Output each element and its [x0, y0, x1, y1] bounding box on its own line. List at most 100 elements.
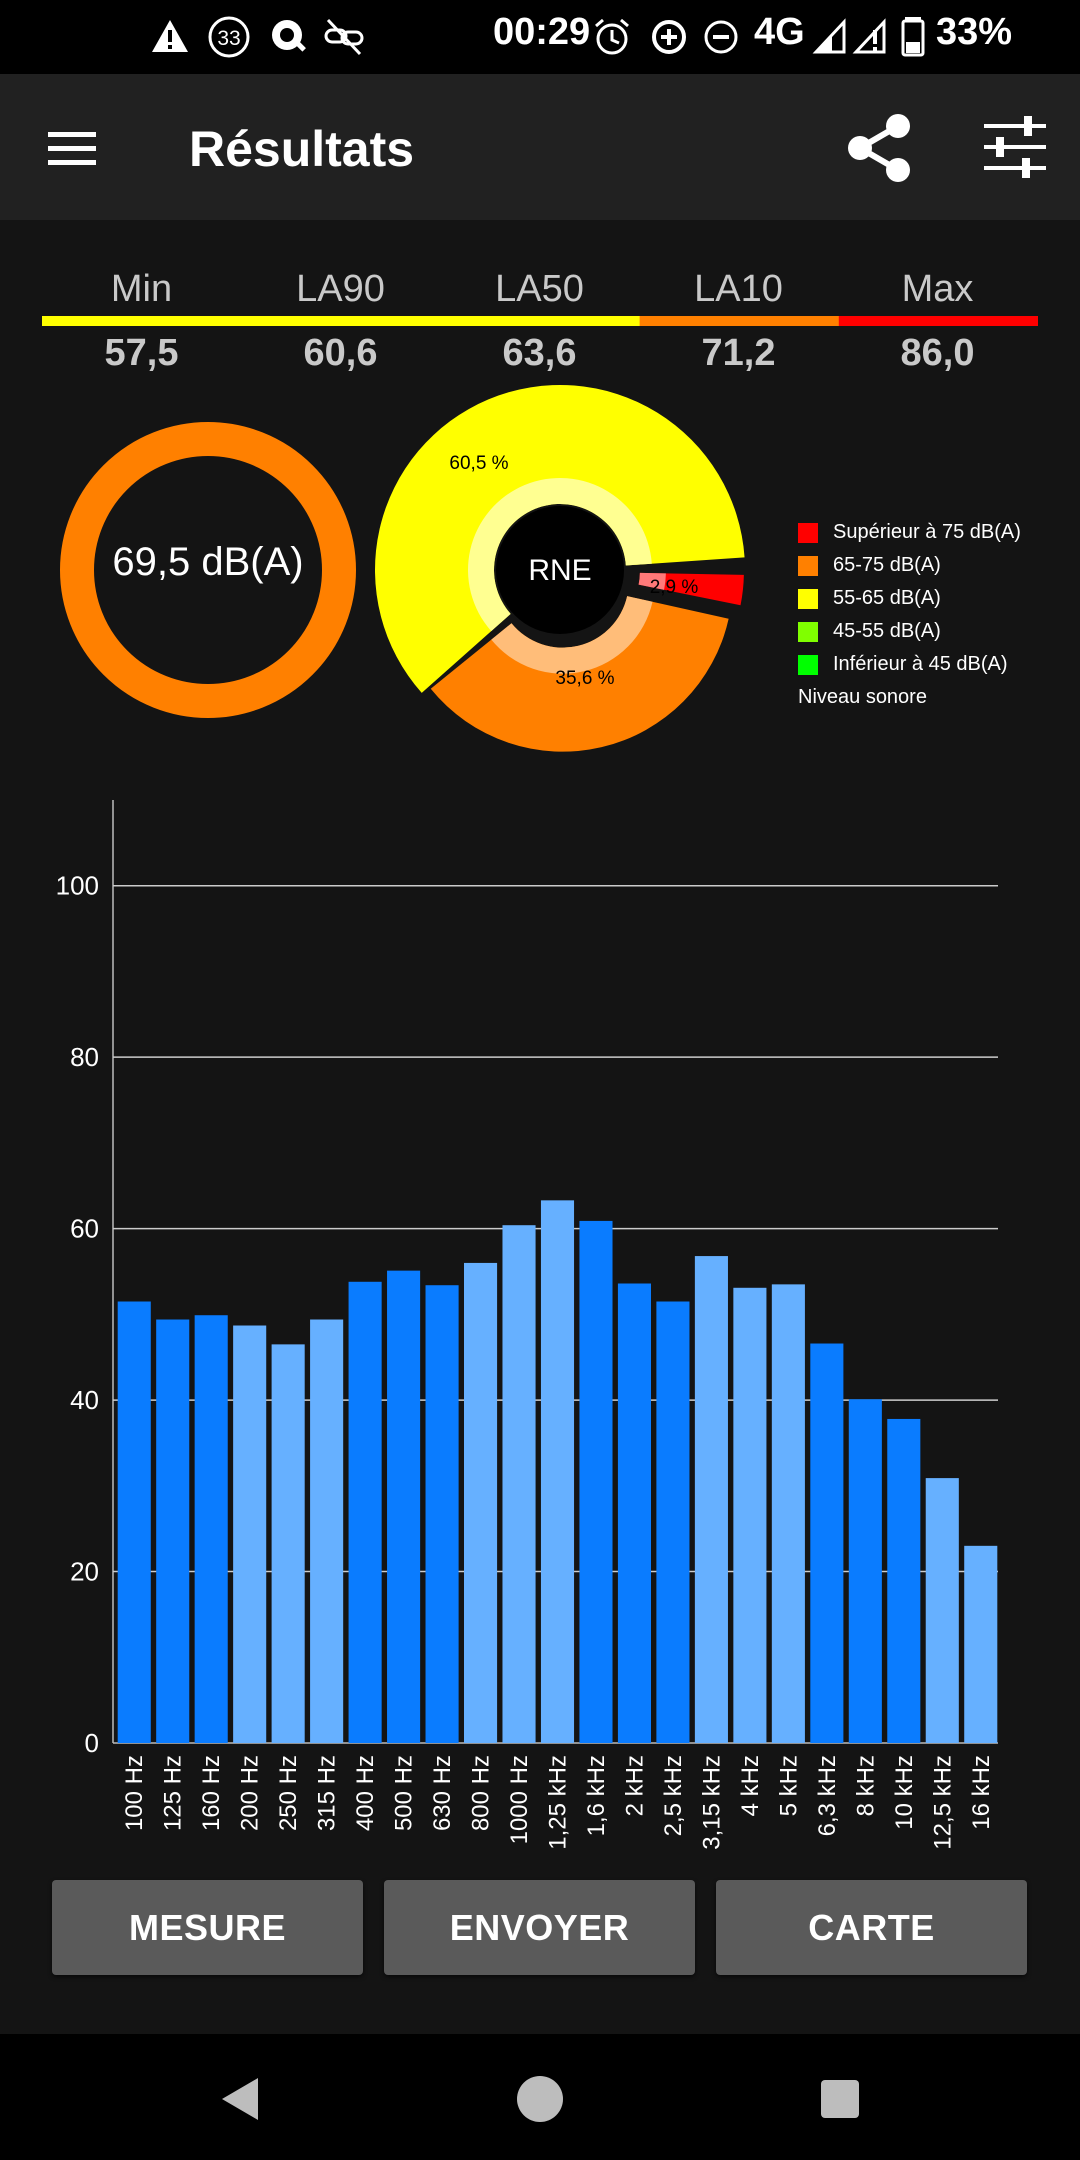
stat-bar-segment: [42, 316, 243, 326]
x-tick-label: 3,15 kHz: [698, 1755, 725, 1850]
battery-percent: 33%: [936, 11, 1013, 53]
share-icon[interactable]: [842, 110, 918, 186]
level-donut: [60, 422, 356, 718]
legend-swatch-orange: [798, 556, 818, 576]
stat-label-min: Min: [110, 268, 173, 310]
bar: [233, 1325, 267, 1743]
stat-label-la10: LA10: [694, 268, 783, 310]
stat-label-max: Max: [901, 268, 974, 310]
x-tick-label: 16 kHz: [968, 1755, 995, 1830]
hamburger-menu-icon[interactable]: [44, 128, 100, 168]
bar: [887, 1418, 921, 1743]
bar: [117, 1301, 151, 1743]
status-time: 00:29: [493, 11, 591, 53]
network-type: 4G: [754, 11, 805, 53]
x-tick-label: 4 kHz: [737, 1755, 764, 1816]
legend-item: 55-65 dB(A): [798, 584, 1078, 617]
legend-label: 55-65 dB(A): [833, 587, 941, 609]
bar: [964, 1545, 998, 1743]
pie-slice-label: 2,9 %: [650, 577, 699, 598]
data-saver-icon: [652, 20, 686, 54]
pie-center: [496, 506, 624, 634]
stat-bar-segment: [639, 316, 840, 326]
bar: [656, 1301, 690, 1743]
bar: [463, 1262, 498, 1743]
bar: [810, 1343, 844, 1743]
legend-swatch-red: [798, 523, 818, 543]
signal-alert-icon: [852, 18, 886, 54]
stats-labels: Min LA90 LA50 LA10 Max: [42, 268, 1038, 318]
bar: [617, 1283, 652, 1743]
y-tick-label: 0: [85, 1728, 99, 1758]
y-tick-label: 40: [70, 1385, 99, 1415]
x-tick-label: 1,25 kHz: [545, 1755, 572, 1850]
app-bar: Résultats: [0, 74, 1080, 220]
x-tick-label: 100 Hz: [121, 1755, 148, 1831]
pie-slice-label: 60,5 %: [449, 453, 508, 474]
tune-sliders-icon[interactable]: [980, 114, 1050, 180]
x-tick-label: 10 kHz: [891, 1755, 918, 1830]
stat-value-la10: 71,2: [701, 332, 776, 374]
notification-badge-count: 33: [217, 27, 240, 50]
back-icon[interactable]: [214, 2074, 264, 2124]
warning-icon: [152, 20, 188, 52]
legend-item: 45-55 dB(A): [798, 617, 1078, 650]
pie-slice-label: 35,6 %: [555, 668, 614, 689]
legend-footer: Niveau sonore: [798, 686, 927, 708]
signal-icon: [812, 18, 846, 54]
stat-value-max: 86,0: [900, 332, 975, 374]
x-tick-label: 800 Hz: [468, 1755, 495, 1831]
rne-pie-chart: RNE 60,5 % 35,6 % 2,9 %: [375, 385, 745, 752]
stats-values: 57,5 60,6 63,6 71,2 86,0: [42, 332, 1038, 382]
bar: [348, 1281, 382, 1743]
bar: [579, 1220, 613, 1743]
stat-value-la50: 63,6: [502, 332, 577, 374]
bar: [848, 1399, 882, 1743]
spectrum-bar-chart: 0 20 40 60 80 100 100 Hz 125 Hz 160 Hz 200 Hz 250 …: [56, 800, 998, 1850]
alarm-icon: [595, 18, 629, 55]
x-tick-label: 1000 Hz: [506, 1755, 533, 1844]
stat-bar-segment: [838, 316, 1038, 326]
x-tick-label: 125 Hz: [160, 1755, 187, 1831]
pie-slice: [375, 385, 745, 693]
page-title: Résultats: [189, 121, 415, 177]
x-tick-label: 200 Hz: [237, 1755, 264, 1831]
legend-swatch-lightgreen: [798, 622, 818, 642]
x-tick-label: 1,6 kHz: [583, 1755, 610, 1836]
y-tick-label: 100: [56, 871, 99, 901]
bar: [425, 1285, 459, 1743]
legend-item: Supérieur à 75 dB(A): [798, 518, 1078, 551]
recents-icon[interactable]: [815, 2074, 865, 2124]
stat-value-min: 57,5: [104, 332, 179, 374]
stat-label-la50: LA50: [495, 268, 584, 310]
pie-inner-ring: [638, 572, 666, 590]
battery-icon: [901, 17, 925, 57]
bar: [156, 1319, 190, 1743]
bar: [502, 1225, 536, 1743]
legend-item: Inférieur à 45 dB(A): [798, 650, 1078, 683]
stat-bar-segment: [241, 316, 442, 326]
x-tick-label: 630 Hz: [429, 1755, 456, 1831]
pie-inner-ring: [491, 596, 653, 674]
bar: [771, 1284, 805, 1743]
legend-label: Supérieur à 75 dB(A): [833, 521, 1021, 543]
home-icon[interactable]: [515, 2074, 565, 2124]
legend-swatch-yellow: [798, 589, 818, 609]
x-tick-label: 500 Hz: [391, 1755, 418, 1831]
bar: [310, 1319, 344, 1743]
action-buttons: MESURE ENVOYER CARTE: [0, 1880, 1080, 1980]
do-not-disturb-icon: [704, 20, 738, 54]
measure-button[interactable]: MESURE: [52, 1880, 363, 1975]
bar: [271, 1344, 305, 1743]
stats-color-bar: [42, 316, 1038, 326]
legend-item: 65-75 dB(A): [798, 551, 1078, 584]
x-tick-label: 12,5 kHz: [929, 1755, 956, 1850]
y-tick-label: 20: [70, 1557, 99, 1587]
legend-label: 65-75 dB(A): [833, 554, 941, 576]
level-value: 69,5 dB(A): [112, 540, 304, 584]
search-app-icon: [272, 20, 306, 52]
x-tick-label: 5 kHz: [775, 1755, 802, 1816]
send-button[interactable]: ENVOYER: [384, 1880, 695, 1975]
bar: [540, 1200, 575, 1743]
map-button[interactable]: CARTE: [716, 1880, 1027, 1975]
